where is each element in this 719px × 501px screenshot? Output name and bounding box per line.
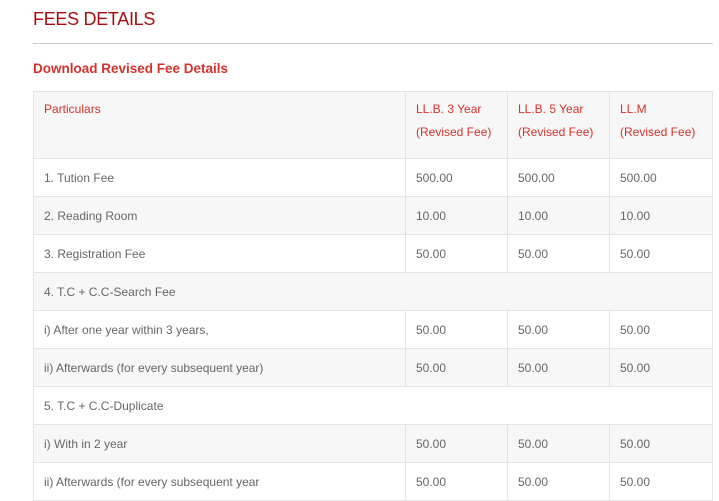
table-row: i) With in 2 year 50.00 50.00 50.00 — [33, 424, 713, 463]
particular-cell: 3. Registration Fee — [33, 234, 406, 273]
fee-cell: 10.00 — [405, 196, 508, 235]
table-row: 3. Registration Fee 50.00 50.00 50.00 — [33, 234, 713, 273]
table-row: ii) Afterwards (for every subsequent yea… — [33, 462, 713, 501]
fee-cell: 50.00 — [609, 424, 713, 463]
fee-cell: 500.00 — [405, 158, 508, 197]
table-row: 2. Reading Room 10.00 10.00 10.00 — [33, 196, 713, 235]
column-header: LL.B. 5 Year (Revised Fee) — [507, 91, 610, 159]
fee-cell: 50.00 — [507, 234, 610, 273]
fee-cell: 50.00 — [507, 462, 610, 501]
particular-cell: 1. Tution Fee — [33, 158, 406, 197]
fee-cell: 10.00 — [507, 196, 610, 235]
fees-table: Particulars LL.B. 3 Year (Revised Fee) LL.B… — [33, 91, 713, 501]
header-line1: LL.M — [620, 102, 647, 116]
header-line2: (Revised Fee) — [416, 125, 492, 139]
fee-cell: 500.00 — [609, 158, 713, 197]
particular-cell: 5. T.C + C.C-Duplicate — [33, 386, 713, 425]
particular-cell: i) With in 2 year — [33, 424, 406, 463]
fee-cell: 50.00 — [507, 348, 610, 387]
fee-cell: 50.00 — [405, 348, 508, 387]
header-line2: (Revised Fee) — [518, 125, 594, 139]
fee-cell: 50.00 — [405, 234, 508, 273]
fee-cell: 50.00 — [507, 310, 610, 349]
table-row: 1. Tution Fee 500.00 500.00 500.00 — [33, 158, 713, 197]
table-row: 5. T.C + C.C-Duplicate — [33, 386, 713, 425]
particular-cell: ii) Afterwards (for every subsequent yea… — [33, 462, 406, 501]
header-line2: (Revised Fee) — [620, 125, 696, 139]
column-header: Particulars — [33, 91, 406, 159]
column-header: LL.B. 3 Year (Revised Fee) — [405, 91, 508, 159]
download-revised-fee-link[interactable]: Download Revised Fee Details — [33, 61, 229, 76]
fee-cell: 50.00 — [405, 424, 508, 463]
column-header: LL.M (Revised Fee) — [609, 91, 713, 159]
fee-cell: 50.00 — [405, 462, 508, 501]
particular-cell: i) After one year within 3 years, — [33, 310, 406, 349]
fee-cell: 50.00 — [609, 234, 713, 273]
header-line1: Particulars — [44, 102, 101, 116]
fee-cell: 50.00 — [609, 462, 713, 501]
fee-cell: 50.00 — [609, 348, 713, 387]
fee-cell: 50.00 — [507, 424, 610, 463]
header-line1: LL.B. 5 Year — [518, 102, 584, 116]
fee-cell: 500.00 — [507, 158, 610, 197]
particular-cell: 2. Reading Room — [33, 196, 406, 235]
particular-cell: ii) Afterwards (for every subsequent yea… — [33, 348, 406, 387]
fee-cell: 50.00 — [405, 310, 508, 349]
fee-cell: 50.00 — [609, 310, 713, 349]
table-row: i) After one year within 3 years, 50.00 50… — [33, 310, 713, 349]
header-line1: LL.B. 3 Year — [416, 102, 482, 116]
table-header-row: Particulars LL.B. 3 Year (Revised Fee) LL.B… — [33, 91, 713, 159]
table-row: 4. T.C + C.C-Search Fee — [33, 272, 713, 311]
page-title: FEES DETAILS — [33, 9, 156, 29]
table-row: ii) Afterwards (for every subsequent yea… — [33, 348, 713, 387]
particular-cell: 4. T.C + C.C-Search Fee — [33, 272, 713, 311]
divider — [33, 43, 713, 44]
fee-cell: 10.00 — [609, 196, 713, 235]
